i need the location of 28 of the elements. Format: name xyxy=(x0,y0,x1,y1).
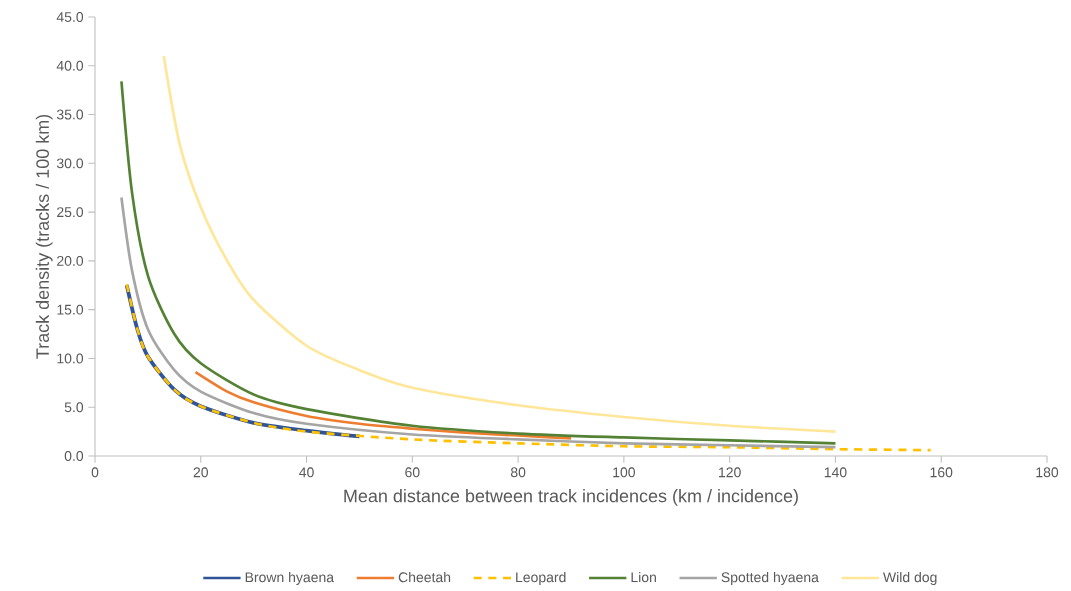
y-tick-label: 35.0 xyxy=(56,109,84,120)
y-axis-title: Track density (tracks / 100 km) xyxy=(35,114,53,359)
x-tick-label: 80 xyxy=(510,467,526,478)
x-tick-label: 40 xyxy=(299,467,314,478)
legend-label: Cheetah xyxy=(398,571,451,583)
y-tick-label: 45.0 xyxy=(56,12,84,22)
x-tick-label: 160 xyxy=(930,467,953,478)
x-axis-title: Mean distance between track incidences (km / incidence) xyxy=(344,489,798,506)
legend-label: Spotted hyaena xyxy=(721,571,819,586)
x-tick-label: 120 xyxy=(719,467,741,478)
y-tick-label: 15.0 xyxy=(57,304,84,315)
y-tick-label: 30.0 xyxy=(56,158,84,169)
x-tick-label: 0 xyxy=(91,467,99,478)
y-tick-label: 40.0 xyxy=(56,60,84,71)
y-tick-label: 0.0 xyxy=(64,451,84,461)
legend-label: Leopard xyxy=(516,571,566,586)
y-tick-label: 10.0 xyxy=(57,353,84,364)
x-tick-label: 100 xyxy=(613,467,636,478)
x-tick-label: 180 xyxy=(1036,467,1059,478)
y-tick-label: 20.0 xyxy=(57,255,84,266)
y-tick-label: 5.0 xyxy=(64,402,84,413)
legend-label: Brown hyaena xyxy=(245,571,335,586)
x-tick-label: 60 xyxy=(405,467,420,478)
x-tick-label: 20 xyxy=(193,467,209,478)
x-tick-label: 140 xyxy=(824,467,847,478)
legend-label: Lion xyxy=(631,571,656,583)
legend-label: Wild dog xyxy=(883,571,937,586)
y-tick-label: 25.0 xyxy=(57,207,84,218)
